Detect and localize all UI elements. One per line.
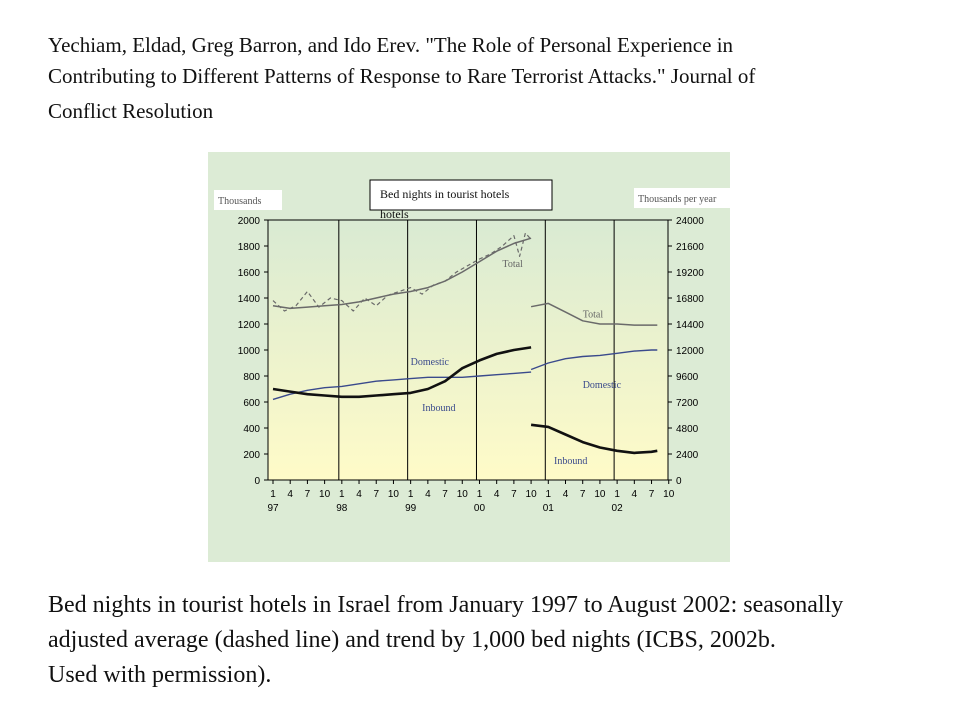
left-unit-box: [214, 190, 282, 210]
citation: Yechiam, Eldad, Greg Barron, and Ido Ere…: [48, 30, 928, 127]
right-unit-box: [634, 188, 734, 208]
left-tick-label: 1600: [238, 268, 261, 279]
left-tick-label: 1000: [238, 346, 261, 357]
x-month-label: 10: [319, 489, 331, 500]
caption: Bed nights in tourist hotels in Israel f…: [48, 588, 948, 693]
left-tick-label: 1400: [238, 294, 261, 305]
x-month-label: 10: [457, 489, 469, 500]
x-month-label: 10: [388, 489, 400, 500]
x-month-label: 7: [511, 489, 517, 500]
x-year-label: 98: [336, 503, 348, 514]
x-month-label: 1: [477, 489, 483, 500]
series-label-total: Total: [502, 259, 523, 270]
series-label-inbound: Inbound: [422, 403, 455, 414]
inbound-trend-line-1997: [272, 346, 532, 399]
x-month-label: 4: [563, 489, 569, 500]
series-label-domestic: Domestic: [583, 380, 622, 391]
chart-title-continued: hotels: [380, 207, 409, 221]
inbound-trend-line-2001: [530, 423, 658, 455]
caption-line-3: Used with permission).: [48, 662, 272, 688]
x-month-label: 4: [287, 489, 293, 500]
x-month-label: 1: [270, 489, 276, 500]
left-tick-label: 1200: [238, 320, 261, 331]
x-year-label: 01: [543, 503, 555, 514]
x-month-label: 1: [339, 489, 345, 500]
left-tick-label: 2000: [238, 216, 261, 227]
x-month-label: 7: [442, 489, 448, 500]
left-tick-label: 200: [243, 450, 260, 461]
x-month-label: 7: [649, 489, 655, 500]
chart-title: Bed nights in tourist hotels: [380, 187, 510, 201]
right-tick-label: 12000: [676, 346, 704, 357]
left-tick-label: 400: [243, 424, 260, 435]
left-tick-label: 0: [254, 476, 260, 487]
x-month-label: 7: [305, 489, 311, 500]
left-tick-label: 800: [243, 372, 260, 383]
right-tick-label: 14400: [676, 320, 704, 331]
series-label-total: Total: [583, 310, 604, 321]
right-tick-label: 4800: [676, 424, 699, 435]
caption-line-1: Bed nights in tourist hotels in Israel f…: [48, 592, 844, 618]
x-month-label: 7: [373, 489, 379, 500]
right-axis-unit: Thousands per year: [638, 194, 717, 205]
right-tick-label: 0: [676, 476, 682, 487]
x-year-label: 00: [474, 503, 486, 514]
x-month-label: 4: [632, 489, 638, 500]
x-month-label: 4: [356, 489, 362, 500]
total-seasonally-adjusted-line-1997: [272, 232, 532, 312]
x-month-label: 7: [580, 489, 586, 500]
x-month-label: 10: [526, 489, 538, 500]
left-tick-label: 1800: [238, 242, 261, 253]
right-tick-label: 24000: [676, 216, 704, 227]
right-tick-label: 21600: [676, 242, 704, 253]
x-year-label: 97: [267, 503, 279, 514]
citation-line-1: Yechiam, Eldad, Greg Barron, and Ido Ere…: [48, 33, 734, 57]
right-tick-label: 2400: [676, 450, 699, 461]
x-month-label: 4: [494, 489, 500, 500]
x-month-label: 10: [663, 489, 675, 500]
domestic-trend-line-2001: [530, 349, 658, 371]
right-tick-label: 19200: [676, 268, 704, 279]
x-month-label: 10: [594, 489, 606, 500]
series-label-inbound: Inbound: [554, 456, 587, 467]
chart-title-box: [369, 179, 553, 211]
x-month-label: 4: [425, 489, 431, 500]
domestic-trend-line-1997: [272, 371, 532, 401]
plot-area: [267, 219, 669, 481]
right-tick-label: 16800: [676, 294, 704, 305]
citation-line-3: Conflict Resolution: [48, 99, 214, 123]
right-tick-label: 7200: [676, 398, 699, 409]
series-label-domestic: Domestic: [411, 357, 450, 368]
citation-line-2: Contributing to Different Patterns of Re…: [48, 64, 756, 88]
left-axis-unit: Thousands: [218, 196, 261, 207]
x-month-label: 1: [408, 489, 414, 500]
left-tick-label: 600: [243, 398, 260, 409]
x-month-label: 1: [614, 489, 620, 500]
x-year-label: 99: [405, 503, 417, 514]
x-year-label: 02: [612, 503, 624, 514]
x-month-label: 1: [546, 489, 552, 500]
total-trend-line-1997: [272, 237, 532, 310]
caption-line-2: adjusted average (dashed line) and trend…: [48, 627, 776, 653]
right-tick-label: 9600: [676, 372, 699, 383]
total-trend-line-2001: [530, 302, 658, 326]
